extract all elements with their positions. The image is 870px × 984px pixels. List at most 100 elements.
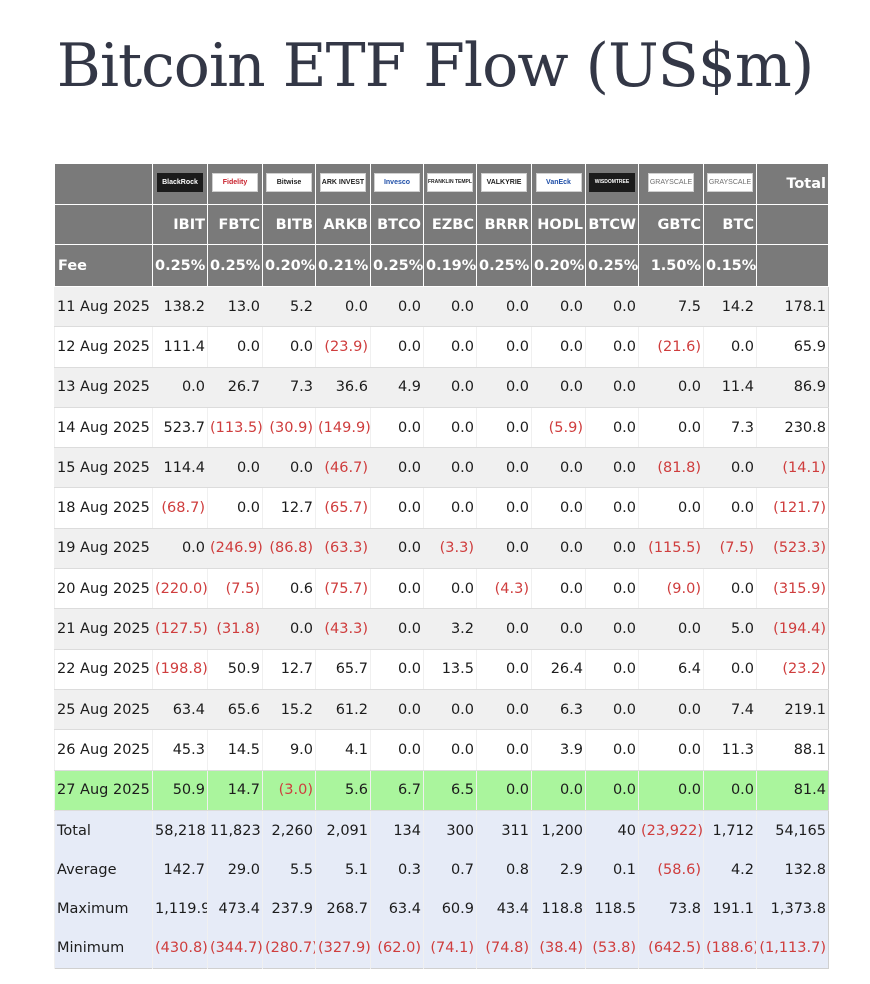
flow-brrr: 0.0 — [476, 528, 532, 570]
flow-gbtc: 0.0 — [638, 367, 704, 408]
summary-bitb: 5.5 — [262, 850, 316, 890]
flow-btc: 0.0 — [703, 649, 757, 690]
flow-btcw: 0.0 — [585, 649, 639, 690]
summary-arkb: 2,091 — [315, 810, 371, 851]
vaneck-logo: VanEck — [535, 172, 582, 192]
ticker-btcw: BTCW — [585, 204, 639, 245]
summary-total: (1,113.7) — [756, 928, 829, 969]
flow-btcw: 0.0 — [585, 689, 639, 731]
flow-btcw: 0.0 — [585, 367, 639, 408]
table-row: 15 Aug 2025 114.4 0.0 0.0 (46.7) 0.0 0.0 0.0 0.0… — [54, 447, 829, 489]
flow-btc: 5.0 — [703, 608, 757, 650]
flow-gbtc: 7.5 — [638, 286, 704, 328]
etf-flow-table: BlackRock Fidelity Bitwise ARK INVEST Invesc… — [54, 163, 829, 970]
row-total: (121.7) — [756, 487, 829, 529]
flow-ezbc: 0.0 — [423, 487, 477, 529]
ticker-brrr: BRRR — [476, 204, 532, 245]
summary-gbtc: 73.8 — [638, 889, 704, 929]
ticker-label-cell — [54, 204, 153, 245]
flow-brrr: 0.0 — [476, 447, 532, 489]
summary-btcw: 118.5 — [585, 889, 639, 929]
flow-ibit: (198.8) — [152, 649, 208, 690]
row-total: 81.4 — [756, 770, 829, 811]
flow-fbtc: 13.0 — [207, 286, 263, 328]
logo-cell-vaneck-logo: VanEck — [531, 163, 586, 205]
logo-cell-grayscale-mini-logo: GRAYSCALE — [703, 163, 757, 205]
row-total: 178.1 — [756, 286, 829, 328]
summary-btcw: (53.8) — [585, 928, 639, 969]
row-date: 21 Aug 2025 — [54, 608, 153, 650]
flow-fbtc: (7.5) — [207, 568, 263, 610]
flow-ibit: 138.2 — [152, 286, 208, 328]
flow-btc: 0.0 — [703, 487, 757, 529]
flow-bitb: (30.9) — [262, 407, 316, 449]
summary-ibit: 58,218 — [152, 810, 208, 851]
flow-ezbc: 0.0 — [423, 326, 477, 368]
ticker-ezbc: EZBC — [423, 204, 477, 245]
franklin-templeton-logo: FRANKLIN TEMPLETON — [427, 172, 473, 192]
logo-header-row: BlackRock Fidelity Bitwise ARK INVEST Invesc… — [54, 163, 829, 205]
flow-ibit: (127.5) — [152, 608, 208, 650]
flow-ibit: 114.4 — [152, 447, 208, 489]
summary-btcw: 0.1 — [585, 850, 639, 890]
flow-arkb: (75.7) — [315, 568, 371, 610]
flow-ibit: (68.7) — [152, 487, 208, 529]
flow-btc: 11.3 — [703, 729, 757, 771]
flow-btco: 0.0 — [370, 649, 424, 690]
summary-bitb: 2,260 — [262, 810, 316, 851]
fee-btco: 0.25% — [370, 244, 424, 287]
flow-btco: 0.0 — [370, 407, 424, 449]
flow-hodl: 0.0 — [531, 528, 586, 570]
summary-btco: 0.3 — [370, 850, 424, 890]
ticker-total-cell — [756, 204, 829, 245]
flow-ezbc: 0.0 — [423, 407, 477, 449]
fee-bitb: 0.20% — [262, 244, 316, 287]
ticker-ibit: IBIT — [152, 204, 208, 245]
summary-label: Maximum — [54, 889, 153, 929]
ticker-gbtc: GBTC — [638, 204, 704, 245]
row-total: 65.9 — [756, 326, 829, 368]
summary-hodl: (38.4) — [531, 928, 586, 969]
table-row: 22 Aug 2025 (198.8) 50.9 12.7 65.7 0.0 13.5 0.0… — [54, 649, 829, 690]
fee-btcw: 0.25% — [585, 244, 639, 287]
summary-gbtc: (58.6) — [638, 850, 704, 890]
flow-bitb: 5.2 — [262, 286, 316, 328]
flow-hodl: 0.0 — [531, 286, 586, 328]
flow-fbtc: 0.0 — [207, 447, 263, 489]
flow-gbtc: 0.0 — [638, 487, 704, 529]
summary-gbtc: (642.5) — [638, 928, 704, 969]
table-row: 27 Aug 2025 50.9 14.7 (3.0) 5.6 6.7 6.5 0.0 0.0 0… — [54, 770, 829, 811]
flow-arkb: (23.9) — [315, 326, 371, 368]
flow-ezbc: 0.0 — [423, 729, 477, 771]
summary-gbtc: (23,922) — [638, 810, 704, 851]
flow-ibit: 0.0 — [152, 528, 208, 570]
flow-btcw: 0.0 — [585, 568, 639, 610]
summary-ezbc: 0.7 — [423, 850, 477, 890]
corner-cell — [54, 163, 153, 205]
page-title: Bitcoin ETF Flow (US$m) — [56, 31, 814, 101]
flow-hodl: 3.9 — [531, 729, 586, 771]
summary-ibit: 142.7 — [152, 850, 208, 890]
flow-bitb: 7.3 — [262, 367, 316, 408]
flow-gbtc: (115.5) — [638, 528, 704, 570]
table-row: 13 Aug 2025 0.0 26.7 7.3 36.6 4.9 0.0 0.0 0.0 0.0… — [54, 367, 829, 408]
flow-hodl: 0.0 — [531, 608, 586, 650]
summary-btc: 1,712 — [703, 810, 757, 851]
flow-ezbc: 0.0 — [423, 286, 477, 328]
flow-btc: 0.0 — [703, 770, 757, 811]
row-total: (23.2) — [756, 649, 829, 690]
flow-fbtc: 0.0 — [207, 326, 263, 368]
summary-btco: 134 — [370, 810, 424, 851]
flow-btcw: 0.0 — [585, 487, 639, 529]
summary-row-minimum: Minimum (430.8) (344.7) (280.7) (327.9) (62.0… — [54, 928, 829, 969]
invesco-logo: Invesco — [374, 172, 420, 192]
flow-gbtc: 0.0 — [638, 689, 704, 731]
flow-btcw: 0.0 — [585, 729, 639, 771]
flow-hodl: (5.9) — [531, 407, 586, 449]
table-row: 19 Aug 2025 0.0 (246.9) (86.8) (63.3) 0.0 (3.3… — [54, 528, 829, 570]
flow-ezbc: 0.0 — [423, 367, 477, 408]
row-date: 14 Aug 2025 — [54, 407, 153, 449]
flow-btcw: 0.0 — [585, 608, 639, 650]
fidelity-logo: Fidelity — [212, 172, 258, 192]
summary-fbtc: 473.4 — [207, 889, 263, 929]
